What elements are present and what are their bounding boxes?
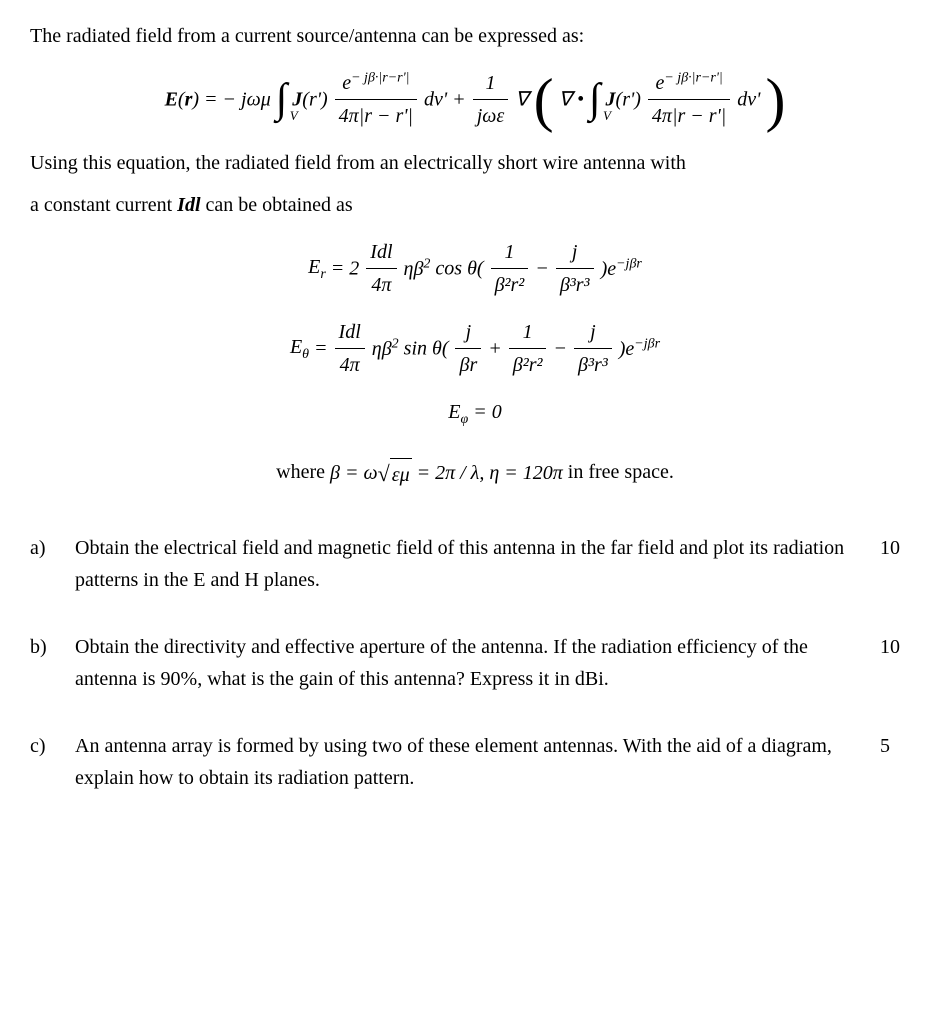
intro-text-2a: Using this equation, the radiated field … <box>30 147 920 179</box>
where-definition: where β = ω√εμ = 2π / λ, η = 120π in fre… <box>30 456 920 491</box>
question-marks: 10 <box>880 631 920 663</box>
question-c: c) An antenna array is formed by using t… <box>30 730 920 794</box>
intro-text-1: The radiated field from a current source… <box>30 20 920 52</box>
question-label: b) <box>30 631 75 663</box>
question-marks: 5 <box>880 730 920 762</box>
question-text: Obtain the electrical field and magnetic… <box>75 532 880 596</box>
question-text: An antenna array is formed by using two … <box>75 730 880 794</box>
equation-main-field: E(r) = − jωμ ∫V J(r') e− jβ·|r−r'| 4π|r … <box>30 67 920 132</box>
equation-e-phi: Eφ = 0 <box>30 396 920 431</box>
intro-text-2b: a constant current Idl can be obtained a… <box>30 189 920 221</box>
question-list: a) Obtain the electrical field and magne… <box>30 532 920 794</box>
equation-e-r: Er = 2 Idl 4π ηβ2 cos θ( 1 β²r² − j β³r³… <box>30 236 920 301</box>
question-text: Obtain the directivity and effective ape… <box>75 631 880 695</box>
equation-e-theta: Eθ = Idl 4π ηβ2 sin θ( j βr + 1 β²r² − j… <box>30 316 920 381</box>
question-b: b) Obtain the directivity and effective … <box>30 631 920 695</box>
question-label: c) <box>30 730 75 762</box>
question-marks: 10 <box>880 532 920 564</box>
question-a: a) Obtain the electrical field and magne… <box>30 532 920 596</box>
question-label: a) <box>30 532 75 564</box>
